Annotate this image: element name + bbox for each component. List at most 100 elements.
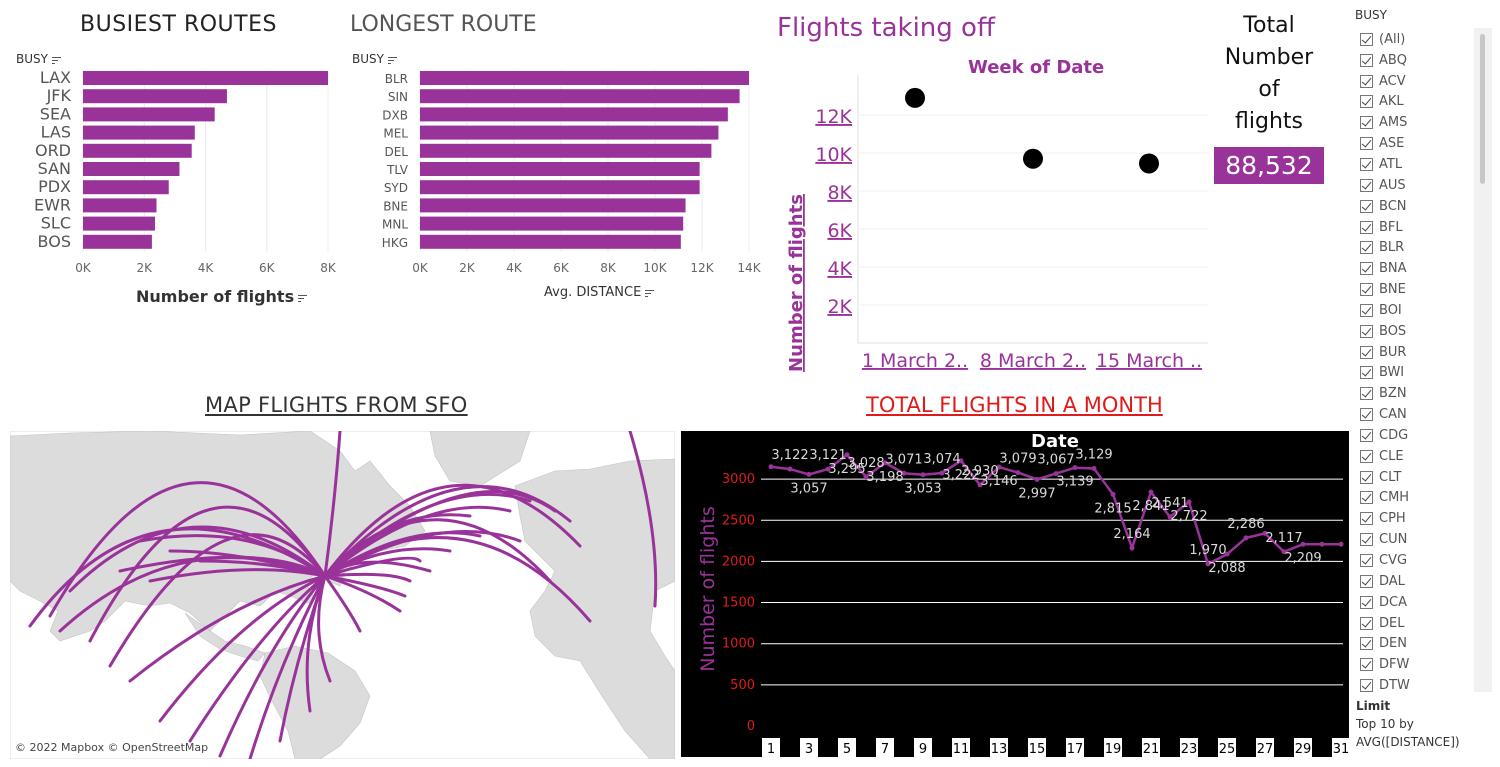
line-point[interactable] [977, 482, 983, 488]
bar[interactable] [83, 89, 227, 104]
line-point[interactable] [825, 466, 831, 472]
filter-item[interactable]: AMS [1360, 112, 1470, 133]
filter-item[interactable]: BOS [1360, 321, 1470, 342]
filter-item[interactable]: DAL [1360, 571, 1470, 592]
checkbox[interactable] [1360, 470, 1373, 484]
bar[interactable] [83, 162, 180, 176]
line-point[interactable] [787, 466, 793, 472]
busiest-x-title[interactable]: Number of flights [136, 287, 308, 306]
filter-item[interactable]: CAN [1360, 404, 1470, 425]
line-point[interactable] [1319, 541, 1325, 547]
checkbox[interactable] [1360, 303, 1373, 317]
checkbox[interactable] [1360, 637, 1373, 651]
line-point[interactable] [768, 464, 774, 470]
data-point[interactable] [1139, 153, 1159, 174]
filter-item[interactable]: BNE [1360, 279, 1470, 300]
sort-icon[interactable] [645, 289, 655, 297]
x-category-label[interactable]: 1 March 2.. [862, 350, 968, 372]
filter-item[interactable]: ASE [1360, 133, 1470, 154]
line-point[interactable] [1148, 489, 1154, 495]
line-point[interactable] [1110, 491, 1116, 497]
line-point[interactable] [1281, 549, 1287, 555]
filter-item[interactable]: DFW [1360, 654, 1470, 675]
bar[interactable] [420, 143, 712, 158]
checkbox[interactable] [1360, 324, 1373, 338]
longest-x-title[interactable]: Avg. DISTANCE [544, 285, 655, 300]
filter-item[interactable]: CLE [1360, 446, 1470, 467]
filter-scrollbar[interactable] [1474, 28, 1492, 692]
filter-item[interactable]: CMH [1360, 488, 1470, 509]
bar[interactable] [420, 107, 728, 122]
checkbox[interactable] [1360, 428, 1373, 442]
checkbox[interactable] [1360, 199, 1373, 213]
line-point[interactable] [1015, 470, 1021, 476]
checkbox[interactable] [1360, 74, 1373, 88]
checkbox[interactable] [1360, 95, 1373, 109]
data-point[interactable] [905, 87, 925, 108]
checkbox[interactable] [1360, 116, 1373, 130]
data-point[interactable] [1023, 148, 1043, 169]
checkbox[interactable] [1360, 220, 1373, 234]
sort-icon[interactable] [387, 56, 397, 64]
checkbox[interactable] [1360, 32, 1373, 46]
line-point[interactable] [996, 464, 1002, 470]
checkbox[interactable] [1360, 345, 1373, 359]
sort-icon[interactable] [51, 56, 61, 64]
bar[interactable] [420, 71, 749, 85]
checkbox[interactable] [1360, 658, 1373, 672]
filter-item[interactable]: BCN [1360, 196, 1470, 217]
line-point[interactable] [1091, 465, 1097, 471]
line-point[interactable] [1205, 561, 1211, 567]
checkbox[interactable] [1360, 366, 1373, 380]
line-point[interactable] [844, 452, 850, 458]
bar[interactable] [83, 107, 215, 122]
checkbox[interactable] [1360, 554, 1373, 568]
line-point[interactable] [1338, 541, 1344, 547]
filter-item[interactable]: BLR [1360, 237, 1470, 258]
filter-item[interactable]: DEL [1360, 613, 1470, 634]
bar[interactable] [420, 162, 700, 176]
checkbox[interactable] [1360, 241, 1373, 255]
filter-item[interactable]: DEN [1360, 633, 1470, 654]
bar[interactable] [420, 180, 700, 195]
bar[interactable] [420, 125, 719, 140]
checkbox[interactable] [1360, 262, 1373, 276]
filter-item[interactable]: (All) [1360, 29, 1470, 50]
checkbox[interactable] [1360, 512, 1373, 526]
filter-item[interactable]: BUR [1360, 342, 1470, 363]
longest-dim-header[interactable]: BUSY [352, 52, 397, 66]
filter-item[interactable]: ACV [1360, 71, 1470, 92]
checkbox[interactable] [1360, 283, 1373, 297]
line-point[interactable] [1053, 471, 1059, 477]
checkbox[interactable] [1360, 157, 1373, 171]
line-point[interactable] [806, 471, 812, 477]
x-category-label[interactable]: 15 March .. [1096, 350, 1202, 372]
filter-item[interactable]: BFL [1360, 217, 1470, 238]
filter-item[interactable]: AUS [1360, 175, 1470, 196]
bar[interactable] [420, 89, 740, 104]
checkbox[interactable] [1360, 408, 1373, 422]
filter-item[interactable]: CDG [1360, 425, 1470, 446]
line-point[interactable] [939, 470, 945, 476]
bar[interactable] [83, 234, 152, 249]
filter-scroll-thumb[interactable] [1480, 34, 1485, 184]
checkbox[interactable] [1360, 595, 1373, 609]
checkbox[interactable] [1360, 574, 1373, 588]
bar[interactable] [83, 71, 328, 85]
line-point[interactable] [863, 474, 869, 480]
line-point[interactable] [1224, 551, 1230, 557]
checkbox[interactable] [1360, 178, 1373, 192]
filter-item[interactable]: CPH [1360, 508, 1470, 529]
line-point[interactable] [1072, 465, 1078, 471]
filter-item[interactable]: BZN [1360, 383, 1470, 404]
line-point[interactable] [901, 470, 907, 476]
bar[interactable] [420, 198, 686, 213]
line-point[interactable] [882, 460, 888, 466]
busiest-dim-header[interactable]: BUSY [16, 52, 61, 66]
checkbox[interactable] [1360, 53, 1373, 67]
checkbox[interactable] [1360, 387, 1373, 401]
filter-item[interactable]: DTW [1360, 675, 1470, 696]
filter-item[interactable]: BOI [1360, 300, 1470, 321]
line-point[interactable] [958, 458, 964, 464]
sort-icon[interactable] [298, 294, 308, 302]
